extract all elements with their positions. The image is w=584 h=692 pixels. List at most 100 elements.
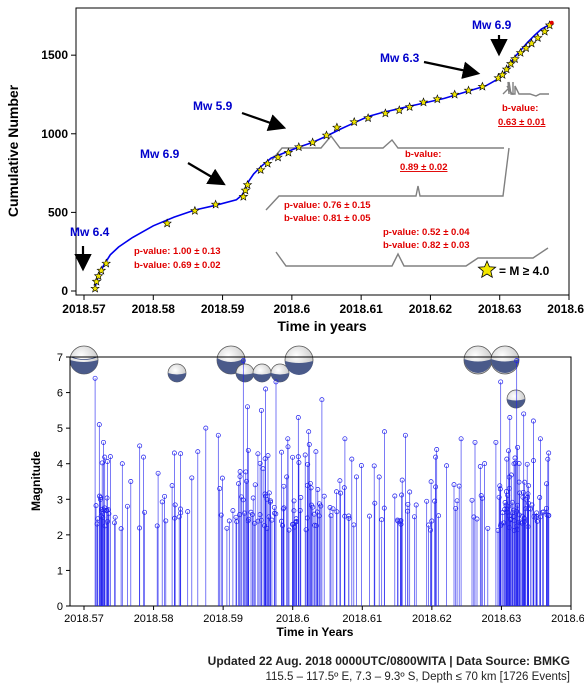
m4-star	[162, 218, 172, 228]
magnitude-point	[142, 509, 148, 515]
m4-star	[101, 258, 112, 268]
magnitude-point	[429, 518, 435, 524]
magnitude-point	[171, 450, 177, 456]
magnitude-point	[219, 475, 225, 481]
focal-mechanism-small-3-icon	[252, 363, 272, 383]
magnitude-point	[451, 482, 457, 488]
magnitude-x-axis-label: Time in Years	[277, 625, 354, 639]
magnitude-point	[311, 522, 317, 528]
magnitude-point	[313, 449, 319, 455]
magnitude-point	[261, 523, 267, 529]
magnitude-point	[234, 519, 240, 525]
magnitude-point	[291, 524, 297, 530]
magnitude-y-axis: 0 1 2 3 4 5 6 7	[57, 352, 70, 613]
magnitude-point	[530, 418, 536, 424]
m4-star	[273, 152, 283, 162]
y-tick-label: 1000	[41, 127, 68, 141]
m4-star	[380, 108, 391, 118]
magnitude-point	[281, 505, 287, 511]
magnitude-point	[269, 517, 275, 523]
magnitude-point	[541, 509, 546, 515]
x-tick-label: 2018.61	[339, 302, 383, 316]
magnitude-point	[303, 527, 309, 533]
magnitude-point	[546, 450, 552, 456]
magnitude-point	[511, 514, 517, 519]
x-tick-label: 2018.6	[274, 302, 311, 316]
x-tick-label: 2018.6	[276, 613, 310, 625]
magnitude-point	[92, 375, 98, 381]
magnitude-point	[101, 439, 106, 445]
magnitude-point	[376, 474, 382, 480]
annotation-1-line1: p-value: 1.00 ± 0.13	[134, 246, 221, 257]
magnitude-point	[469, 497, 475, 503]
m4-star	[210, 199, 221, 209]
footer-update-line: Updated 22 Aug. 2018 0000UTC/0800WITA | …	[207, 654, 570, 668]
magnitude-point	[342, 436, 348, 442]
magnitude-point	[428, 527, 433, 533]
annotation-5-line2: 0.63 ± 0.01	[498, 117, 546, 128]
annotation-1-line2: b-value: 0.69 ± 0.02	[134, 260, 221, 271]
magnitude-point	[498, 379, 504, 385]
magnitude-point	[537, 495, 543, 500]
magnitude-point	[262, 456, 268, 462]
magnitude-point	[399, 492, 405, 498]
magnitude-point	[349, 456, 355, 462]
m4-star	[321, 130, 332, 140]
m4-star	[363, 113, 373, 123]
magnitude-point	[328, 513, 334, 519]
m4-star	[255, 164, 266, 174]
magnitude-point	[509, 499, 515, 505]
magnitude-point	[176, 514, 182, 520]
magnitude-point	[245, 518, 251, 524]
magnitude-point	[263, 386, 269, 392]
magnitude-point	[330, 506, 336, 512]
x-tick-label: 2018.64	[547, 302, 584, 316]
magnitude-point	[402, 432, 408, 438]
magnitude-point	[346, 513, 352, 519]
magnitude-point	[154, 523, 160, 529]
magnitude-point	[318, 503, 324, 509]
y-tick-label: 6	[57, 388, 63, 400]
magnitude-point	[371, 463, 377, 469]
magnitude-point	[119, 461, 125, 467]
annotation-5-line1: b-value:	[502, 103, 538, 114]
magnitude-point	[485, 525, 491, 531]
magnitude-point	[99, 506, 105, 512]
m4-star	[477, 81, 488, 91]
m4-star	[307, 137, 318, 147]
magnitude-point	[102, 454, 108, 460]
m4-star	[190, 205, 200, 215]
focal-mechanism-mw64-icon	[69, 345, 99, 375]
magnitude-point	[502, 507, 508, 512]
x-tick-label: 2018.62	[409, 302, 453, 316]
magnitude-point	[295, 415, 301, 420]
magnitude-point	[337, 478, 343, 484]
m4-star	[515, 47, 526, 57]
m4-star	[240, 185, 251, 195]
magnitude-point	[155, 470, 161, 476]
magnitude-point	[296, 460, 302, 466]
magnitude-point	[257, 512, 263, 518]
cumulative-y-axis-label: Cumulative Number	[5, 84, 21, 217]
magnitude-point	[273, 379, 279, 385]
magnitude-point	[411, 514, 417, 520]
annotation-4-line1: p-value: 0.52 ± 0.04	[383, 227, 470, 238]
magnitude-point	[518, 519, 524, 525]
b-value-brackets	[265, 81, 549, 267]
legend-star-icon	[477, 259, 497, 279]
magnitude-point	[106, 511, 112, 517]
magnitude-point	[104, 459, 110, 464]
magnitude-point	[493, 439, 499, 445]
label-mw64: Mw 6.4	[70, 225, 110, 239]
magnitude-point	[367, 513, 372, 519]
y-tick-label: 3	[57, 494, 63, 506]
magnitude-point	[124, 503, 130, 509]
magnitude-point	[433, 484, 439, 490]
magnitude-point	[472, 439, 478, 445]
m4-star	[90, 283, 100, 293]
arrow-mw59	[241, 111, 287, 131]
magnitude-point	[162, 493, 168, 499]
magnitude-point	[433, 454, 439, 460]
magnitude-point	[237, 469, 243, 475]
